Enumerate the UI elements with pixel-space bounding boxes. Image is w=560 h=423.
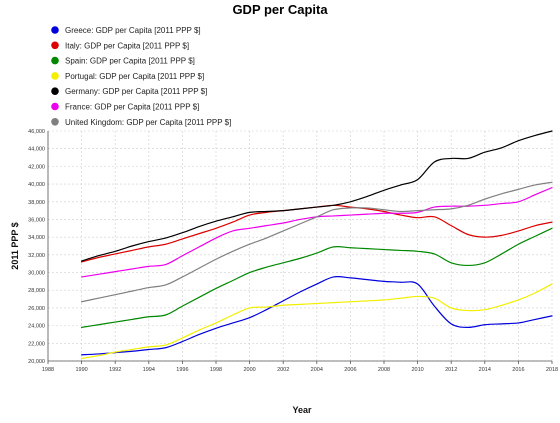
x-tick-label: 1992 bbox=[109, 367, 121, 373]
series-line-6 bbox=[81, 181, 553, 303]
legend-label-0: Greece: GDP per Capita [2011 PPP $] bbox=[65, 26, 201, 35]
x-tick-label: 2014 bbox=[479, 367, 491, 373]
y-tick-label: 28,000 bbox=[28, 288, 45, 294]
y-tick-label: 38,000 bbox=[28, 200, 45, 206]
y-tick-label: 36,000 bbox=[28, 217, 45, 223]
legend-label-3: Portugal: GDP per Capita [2011 PPP $] bbox=[65, 72, 204, 81]
legend-marker-2 bbox=[51, 56, 59, 65]
y-tick-label: 20,000 bbox=[28, 359, 45, 365]
x-tick-label: 2016 bbox=[512, 367, 524, 373]
legend-label-1: Italy: GDP per Capita [2011 PPP $] bbox=[65, 41, 189, 50]
legend-marker-4 bbox=[51, 87, 59, 95]
legend-label-5: France: GDP per Capita [2011 PPP $] bbox=[65, 103, 199, 112]
x-tick-label: 2006 bbox=[344, 367, 356, 373]
series-line-4 bbox=[81, 130, 553, 262]
y-tick-label: 30,000 bbox=[28, 271, 45, 277]
x-tick-label: 1996 bbox=[176, 367, 188, 373]
y-tick-label: 24,000 bbox=[28, 324, 45, 330]
chart-title: GDP per Capita bbox=[232, 2, 328, 17]
x-tick-label: 1988 bbox=[42, 367, 54, 373]
x-axis-label: Year bbox=[292, 405, 312, 415]
axes: 20,000 22,000 24,000 26,000 28,000 30,000 32,0… bbox=[28, 129, 558, 373]
x-tick-label: 1998 bbox=[210, 367, 222, 373]
legend-marker-0 bbox=[51, 26, 59, 34]
series-line-2 bbox=[81, 227, 553, 328]
y-tick-label: 32,000 bbox=[28, 253, 45, 259]
legend-marker-1 bbox=[51, 41, 59, 50]
legend-marker-6 bbox=[51, 118, 59, 126]
series-lines bbox=[81, 130, 553, 359]
legend-label-4: Germany: GDP per Capita [2011 PPP $] bbox=[65, 87, 207, 96]
series-line-3 bbox=[81, 283, 553, 359]
x-tick-label: 2012 bbox=[445, 367, 457, 373]
y-tick-label: 34,000 bbox=[28, 235, 45, 241]
x-tick-label: 1994 bbox=[143, 367, 155, 373]
x-tick-label: 2008 bbox=[378, 367, 390, 373]
legend-marker-3 bbox=[51, 72, 59, 80]
x-tick-label: 2010 bbox=[411, 367, 423, 373]
y-axis-label: 2011 PPP $ bbox=[10, 222, 20, 269]
legend: Greece: GDP per Capita [2011 PPP $] Italy… bbox=[51, 26, 231, 127]
y-tick-label: 40,000 bbox=[28, 182, 45, 188]
x-tick-label: 2000 bbox=[243, 367, 255, 373]
x-tick-label: 1990 bbox=[75, 367, 87, 373]
x-tick-label: 2002 bbox=[277, 367, 289, 373]
legend-marker-5 bbox=[51, 102, 59, 111]
y-tick-label: 26,000 bbox=[28, 306, 45, 312]
y-tick-label: 42,000 bbox=[28, 164, 45, 170]
y-tick-label: 22,000 bbox=[28, 341, 45, 347]
grid bbox=[47, 130, 553, 362]
y-tick-label: 44,000 bbox=[28, 147, 45, 153]
x-tick-label: 2018 bbox=[546, 367, 558, 373]
legend-label-2: Spain: GDP per Capita [2011 PPP $] bbox=[65, 57, 195, 66]
x-tick-label: 2004 bbox=[311, 367, 323, 373]
y-tick-label: 46,000 bbox=[28, 129, 45, 135]
series-line-0 bbox=[81, 276, 553, 356]
legend-label-6: United Kingdom: GDP per Capita [2011 PPP… bbox=[65, 118, 231, 127]
